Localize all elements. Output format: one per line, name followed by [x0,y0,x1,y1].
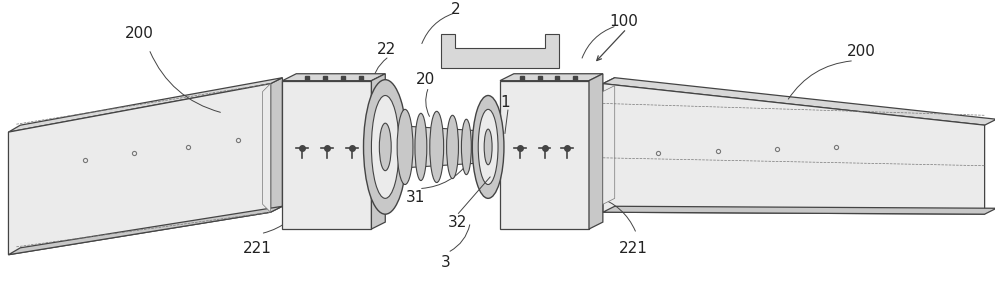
Text: 31: 31 [406,190,426,205]
Polygon shape [263,83,271,212]
Polygon shape [603,86,615,204]
Ellipse shape [472,96,504,198]
Text: 221: 221 [619,241,648,256]
Ellipse shape [415,113,427,181]
Text: 3: 3 [441,255,450,270]
Ellipse shape [397,109,413,185]
Ellipse shape [484,129,492,165]
Polygon shape [271,78,282,212]
Text: 20: 20 [416,72,435,87]
Ellipse shape [364,80,407,214]
Text: 100: 100 [609,14,638,29]
Polygon shape [8,206,282,255]
Polygon shape [282,74,385,81]
Text: 22: 22 [377,41,396,56]
Polygon shape [371,74,385,229]
Polygon shape [282,81,371,229]
Text: 2: 2 [451,2,460,17]
Ellipse shape [430,111,444,183]
Text: 1: 1 [500,95,510,110]
Text: 32: 32 [448,215,467,230]
Polygon shape [390,125,484,169]
Polygon shape [603,83,985,214]
Ellipse shape [447,115,458,178]
Polygon shape [441,34,559,68]
Ellipse shape [461,119,471,175]
Polygon shape [8,78,282,132]
Text: 200: 200 [125,26,153,41]
Ellipse shape [371,96,399,198]
Polygon shape [603,78,996,125]
Text: 221: 221 [243,241,272,256]
Polygon shape [603,78,615,212]
Polygon shape [500,74,603,81]
Polygon shape [8,83,271,255]
Polygon shape [589,74,603,229]
Text: 200: 200 [847,44,875,59]
Polygon shape [603,206,996,214]
Ellipse shape [379,123,391,171]
Polygon shape [500,81,589,229]
Ellipse shape [478,109,498,185]
